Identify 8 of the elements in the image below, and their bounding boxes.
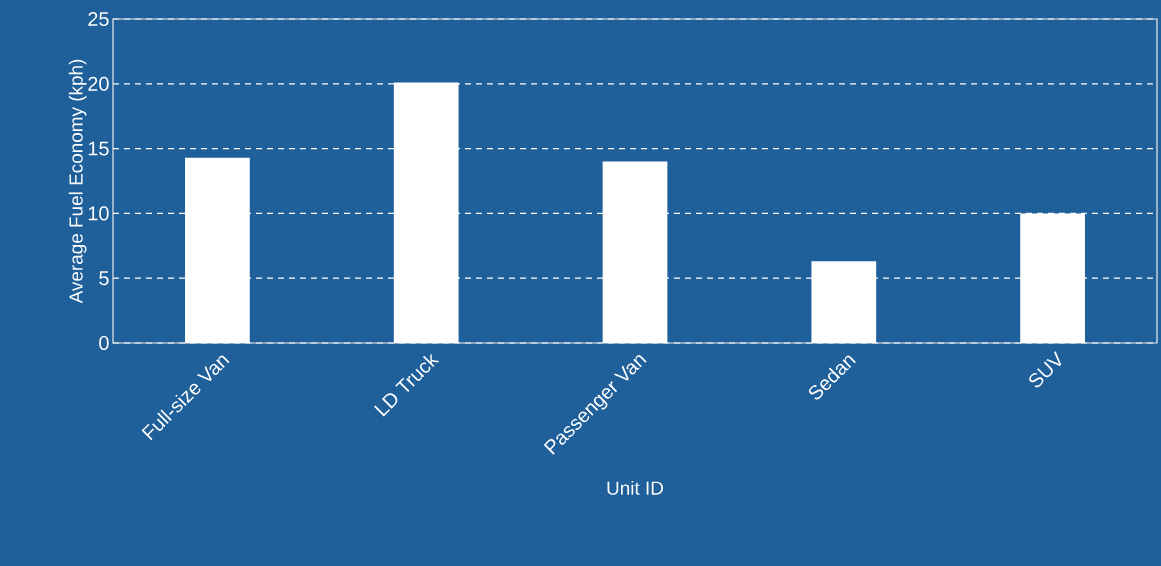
y-tick-label: 25	[88, 11, 109, 27]
y-tick-label: 10	[88, 206, 109, 221]
y-tick-label: 20	[88, 76, 109, 91]
x-axis-title: Unit ID	[607, 480, 663, 495]
y-axis-title: Average Fuel Economy (kph)	[68, 59, 87, 304]
y-tick-label: 15	[88, 141, 109, 156]
y-tick-label: 5	[99, 271, 109, 286]
y-tick-label: 0	[99, 335, 109, 351]
